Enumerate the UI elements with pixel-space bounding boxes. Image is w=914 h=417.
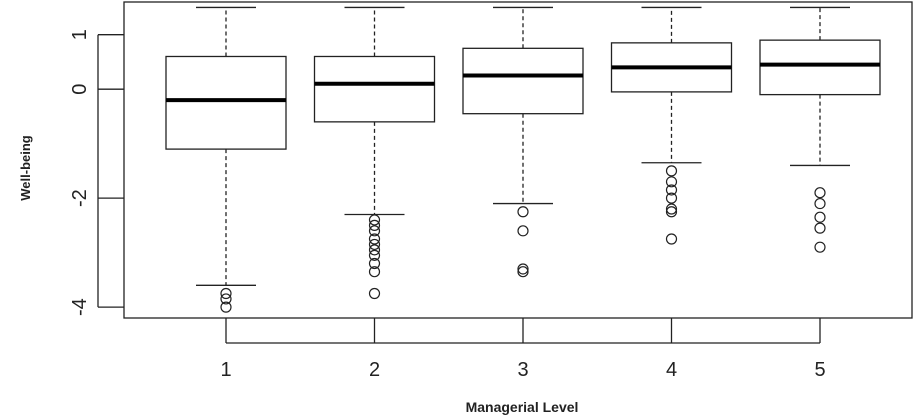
box-4 bbox=[610, 6, 733, 245]
outlier-point bbox=[665, 203, 678, 215]
x-axis: 1 2 3 4 5 bbox=[220, 318, 826, 381]
outlier-point bbox=[665, 206, 678, 218]
outlier-point bbox=[665, 192, 678, 204]
outlier-point bbox=[368, 225, 381, 237]
outlier-point bbox=[368, 244, 381, 256]
outlier-point bbox=[368, 257, 381, 270]
plot-frame bbox=[123, 1, 913, 319]
outlier-point bbox=[368, 219, 381, 231]
x-tick-label: 2 bbox=[369, 359, 380, 381]
outlier-point bbox=[220, 293, 232, 305]
outlier-point bbox=[368, 233, 381, 245]
x-axis-title: Managerial Level bbox=[466, 399, 579, 415]
y-axis-title: Well-being bbox=[18, 135, 33, 201]
iqr-box bbox=[165, 55, 287, 150]
outlier-point bbox=[368, 249, 381, 261]
outlier-point bbox=[814, 197, 826, 210]
outlier-point bbox=[665, 233, 678, 245]
outlier-point bbox=[517, 263, 529, 275]
outlier-point bbox=[368, 266, 381, 278]
outlier-point bbox=[814, 187, 826, 199]
outlier-point bbox=[814, 222, 826, 234]
y-tick-label: -4 bbox=[69, 298, 91, 316]
outlier-point bbox=[665, 176, 678, 188]
outlier-point bbox=[220, 287, 232, 300]
outlier-point bbox=[814, 241, 826, 253]
plot-border bbox=[123, 1, 913, 319]
y-tick-label: -2 bbox=[69, 189, 91, 207]
x-tick-label: 3 bbox=[517, 359, 528, 381]
iqr-box bbox=[759, 39, 881, 96]
outlier-point bbox=[665, 165, 678, 177]
x-tick-label: 5 bbox=[814, 359, 825, 381]
outlier-point bbox=[814, 211, 826, 223]
y-axis: -4 -2 0 1 bbox=[69, 29, 124, 316]
iqr-box bbox=[462, 47, 584, 115]
outlier-point bbox=[517, 206, 529, 218]
outlier-point bbox=[368, 238, 381, 251]
iqr-box bbox=[313, 55, 436, 123]
box-1 bbox=[165, 6, 287, 313]
y-tick-label: 1 bbox=[69, 29, 91, 40]
outlier-point bbox=[220, 301, 232, 313]
outlier-point bbox=[368, 214, 381, 226]
x-tick-label: 4 bbox=[666, 359, 677, 381]
outlier-point bbox=[517, 225, 529, 237]
outlier-point bbox=[665, 184, 678, 196]
outlier-point bbox=[368, 287, 381, 300]
y-tick-label: 0 bbox=[69, 84, 91, 95]
outlier-point bbox=[517, 266, 529, 278]
x-tick-label: 1 bbox=[220, 359, 231, 381]
box-2 bbox=[313, 6, 436, 300]
box-3 bbox=[462, 6, 584, 278]
boxes-group bbox=[165, 6, 881, 313]
box-5 bbox=[759, 6, 881, 253]
